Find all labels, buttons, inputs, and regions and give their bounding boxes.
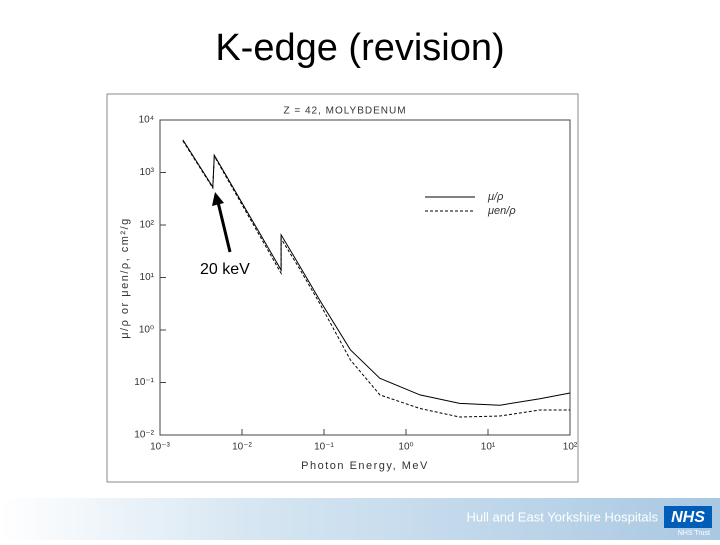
annotation: 20 keV <box>200 261 250 278</box>
y-axis-label: μ/ρ or μen/ρ, cm²/g <box>119 217 131 339</box>
footer-trust: NHS Trust <box>678 530 710 537</box>
footer-organisation: Hull and East Yorkshire Hospitals <box>467 509 659 524</box>
arrow-head <box>212 192 224 206</box>
x-tick-label: 10⁻¹ <box>314 442 334 453</box>
y-tick-label: 10⁰ <box>139 325 154 336</box>
nhs-logo <box>664 506 712 528</box>
x-tick-label: 10⁰ <box>398 442 413 453</box>
chart-title: Z = 42, MOLYBDENUM <box>283 106 406 117</box>
x-tick-label: 10⁻² <box>232 442 252 453</box>
x-tick-label: 10⁻³ <box>150 442 170 453</box>
annotation-arrow <box>216 201 232 253</box>
x-tick-label: 10² <box>563 442 578 453</box>
chart-frame <box>106 93 579 483</box>
y-tick-label: 10³ <box>140 167 155 178</box>
y-tick-label: 10⁻¹ <box>134 377 154 388</box>
legend-label: μ/ρ <box>487 191 503 203</box>
y-tick-label: 10⁴ <box>139 115 154 126</box>
x-tick-label: 10¹ <box>481 442 496 453</box>
slide-title: K-edge (revision) <box>215 27 504 69</box>
data-line <box>182 139 571 406</box>
x-axis-label: Photon Energy, MeV <box>301 460 429 472</box>
nhs-logo-text: NHS <box>671 509 705 526</box>
y-tick-label: 10⁻² <box>134 430 154 441</box>
y-tick-label: 10² <box>140 220 155 231</box>
legend-label: μen/ρ <box>487 205 516 217</box>
data-line <box>182 140 570 418</box>
y-tick-label: 10¹ <box>140 272 155 283</box>
footer-band <box>0 498 720 540</box>
